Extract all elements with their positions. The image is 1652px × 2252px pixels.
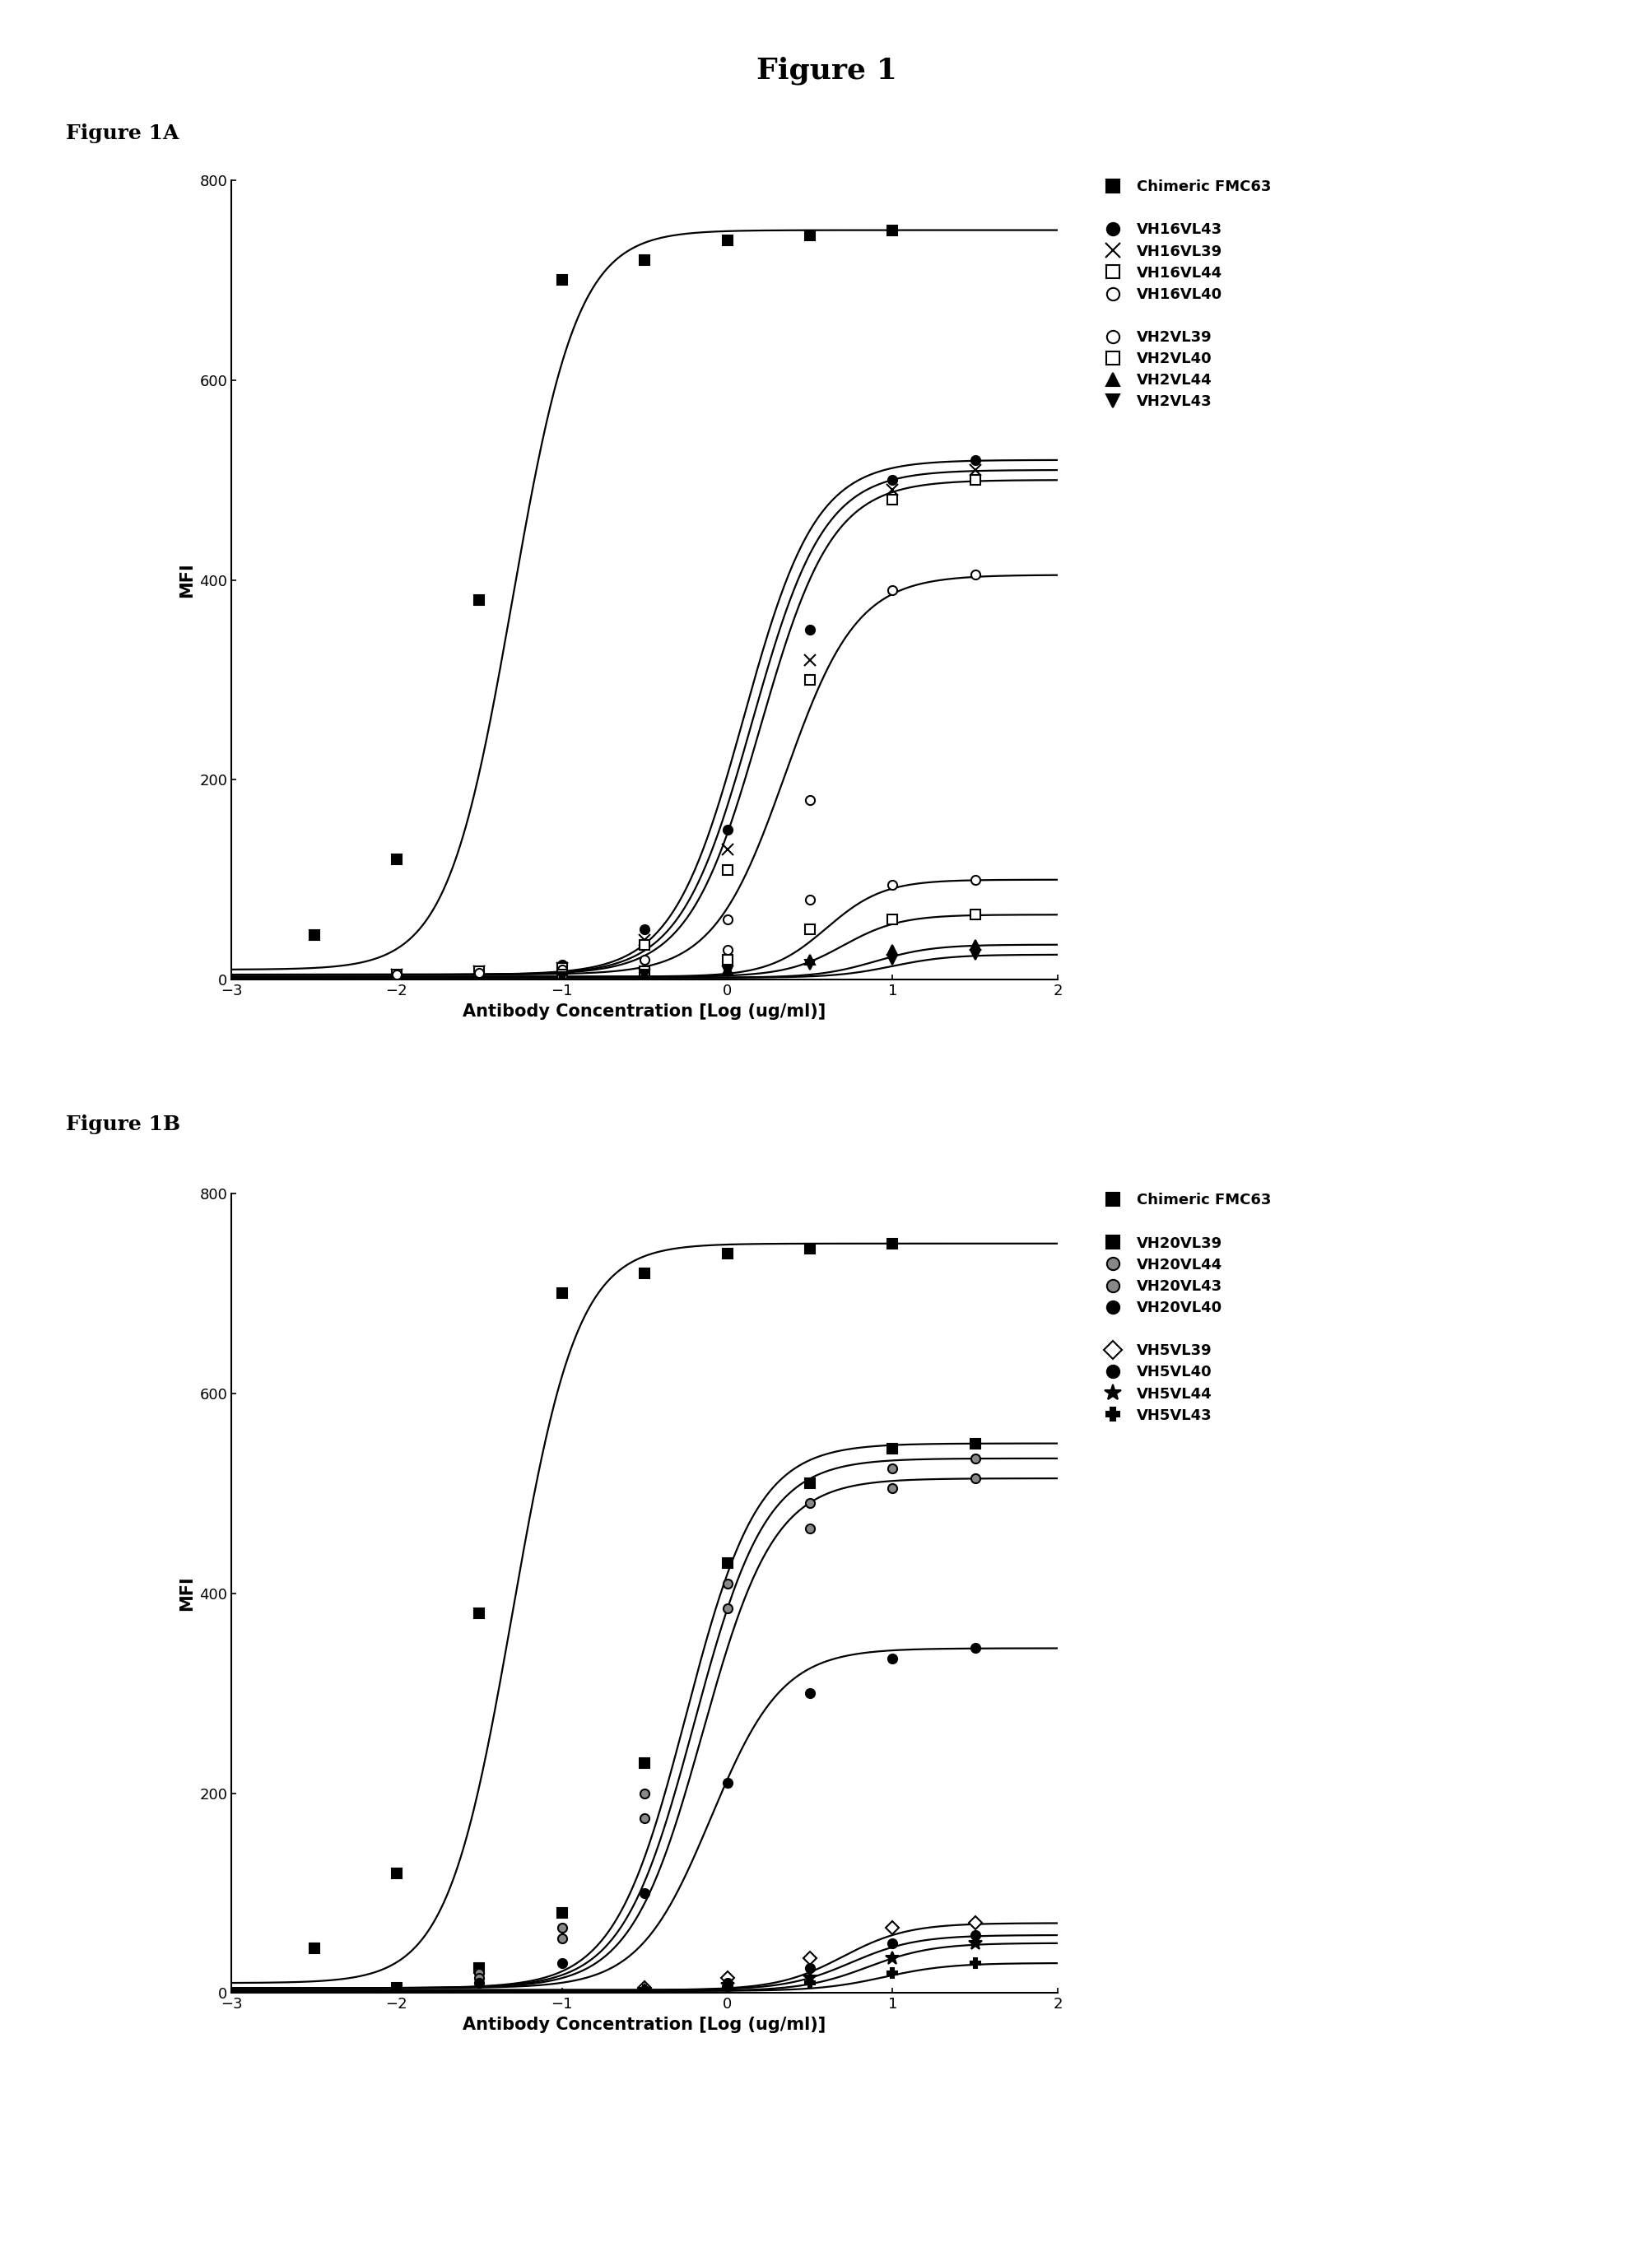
Text: Figure 1: Figure 1 (755, 56, 897, 86)
Legend: Chimeric FMC63, , VH16VL43, VH16VL39, VH16VL44, VH16VL40, , VH2VL39, VH2VL40, VH: Chimeric FMC63, , VH16VL43, VH16VL39, VH… (1097, 180, 1270, 410)
Text: Figure 1B: Figure 1B (66, 1115, 180, 1135)
Legend: Chimeric FMC63, , VH20VL39, VH20VL44, VH20VL43, VH20VL40, , VH5VL39, VH5VL40, VH: Chimeric FMC63, , VH20VL39, VH20VL44, VH… (1097, 1194, 1270, 1423)
X-axis label: Antibody Concentration [Log (ug/ml)]: Antibody Concentration [Log (ug/ml)] (463, 2016, 826, 2034)
Y-axis label: MFI: MFI (178, 563, 195, 597)
X-axis label: Antibody Concentration [Log (ug/ml)]: Antibody Concentration [Log (ug/ml)] (463, 1002, 826, 1020)
Y-axis label: MFI: MFI (178, 1576, 195, 1610)
Text: Figure 1A: Figure 1A (66, 124, 178, 144)
